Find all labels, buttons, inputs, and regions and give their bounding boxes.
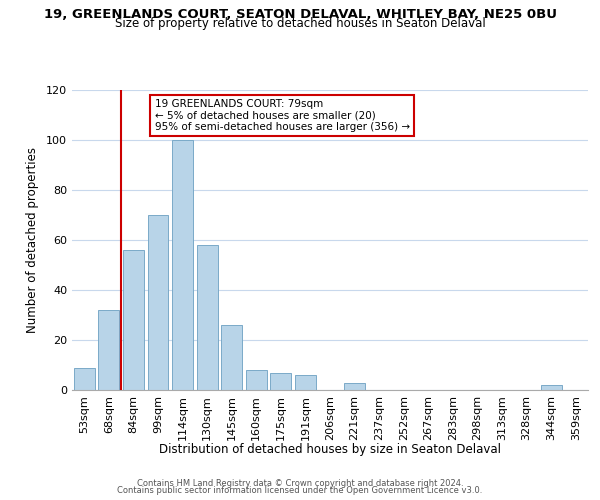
Text: Contains public sector information licensed under the Open Government Licence v3: Contains public sector information licen… xyxy=(118,486,482,495)
Bar xyxy=(295,375,316,390)
Text: 19 GREENLANDS COURT: 79sqm
← 5% of detached houses are smaller (20)
95% of semi-: 19 GREENLANDS COURT: 79sqm ← 5% of detac… xyxy=(155,99,410,132)
Bar xyxy=(172,140,193,390)
Bar xyxy=(197,245,218,390)
Bar xyxy=(98,310,119,390)
Bar xyxy=(148,215,169,390)
Text: Distribution of detached houses by size in Seaton Delaval: Distribution of detached houses by size … xyxy=(159,442,501,456)
Bar xyxy=(271,372,292,390)
Y-axis label: Number of detached properties: Number of detached properties xyxy=(26,147,39,333)
Bar xyxy=(344,382,365,390)
Text: 19, GREENLANDS COURT, SEATON DELAVAL, WHITLEY BAY, NE25 0BU: 19, GREENLANDS COURT, SEATON DELAVAL, WH… xyxy=(44,8,557,20)
Text: Size of property relative to detached houses in Seaton Delaval: Size of property relative to detached ho… xyxy=(115,18,485,30)
Bar xyxy=(123,250,144,390)
Text: Contains HM Land Registry data © Crown copyright and database right 2024.: Contains HM Land Registry data © Crown c… xyxy=(137,478,463,488)
Bar xyxy=(541,385,562,390)
Bar xyxy=(74,368,95,390)
Bar xyxy=(221,325,242,390)
Bar xyxy=(246,370,267,390)
